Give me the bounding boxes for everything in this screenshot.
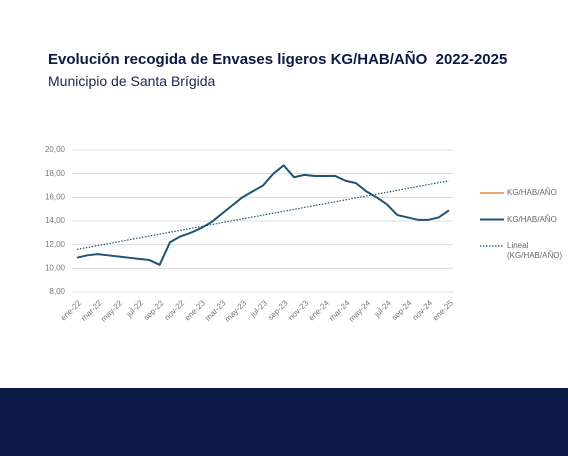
- x-tick-label: sep-23: [266, 298, 290, 322]
- series-line: [76, 164, 450, 266]
- x-tick-label: nov-22: [163, 298, 187, 322]
- chart-subtitle: Municipio de Santa Brígida: [48, 73, 216, 89]
- y-tick-label: 10,00: [45, 263, 66, 272]
- y-tick-label: 12,00: [45, 240, 66, 249]
- y-tick-label: 20,00: [45, 145, 66, 154]
- x-tick-label: ene-22: [59, 298, 83, 322]
- x-tick-label: ene-23: [183, 298, 207, 322]
- x-tick-label: may-24: [347, 298, 373, 324]
- footer-band: [0, 388, 568, 456]
- y-tick-label: 16,00: [45, 192, 66, 201]
- chart: 8,00 10,00 12,00 14,00 16,00 18,00 20,00 ene-22…: [45, 145, 504, 324]
- y-tick-label: 14,00: [45, 216, 66, 225]
- x-tick-label: may-22: [99, 298, 125, 324]
- y-tick-label: 18,00: [45, 169, 66, 178]
- x-tick-label: may-23: [223, 298, 249, 324]
- x-tick-label: ene-24: [307, 298, 331, 322]
- x-tick-label: sep-22: [142, 298, 166, 322]
- x-tick-label: ene-25: [431, 298, 455, 322]
- x-tick-label: nov-24: [411, 298, 435, 322]
- x-tick-label: sep-24: [390, 298, 414, 322]
- chart-title: Evolución recogida de Envases ligeros KG…: [48, 51, 508, 68]
- y-tick-label: 8,00: [49, 287, 65, 296]
- legend-label: KG/HAB/AÑO: [507, 188, 557, 197]
- legend-label: KG/HAB/AÑO: [507, 214, 557, 224]
- series-line: [76, 180, 450, 250]
- x-tick-label: nov-23: [287, 298, 311, 322]
- legend-label: Lineal (KG/HAB/AÑO): [507, 241, 563, 260]
